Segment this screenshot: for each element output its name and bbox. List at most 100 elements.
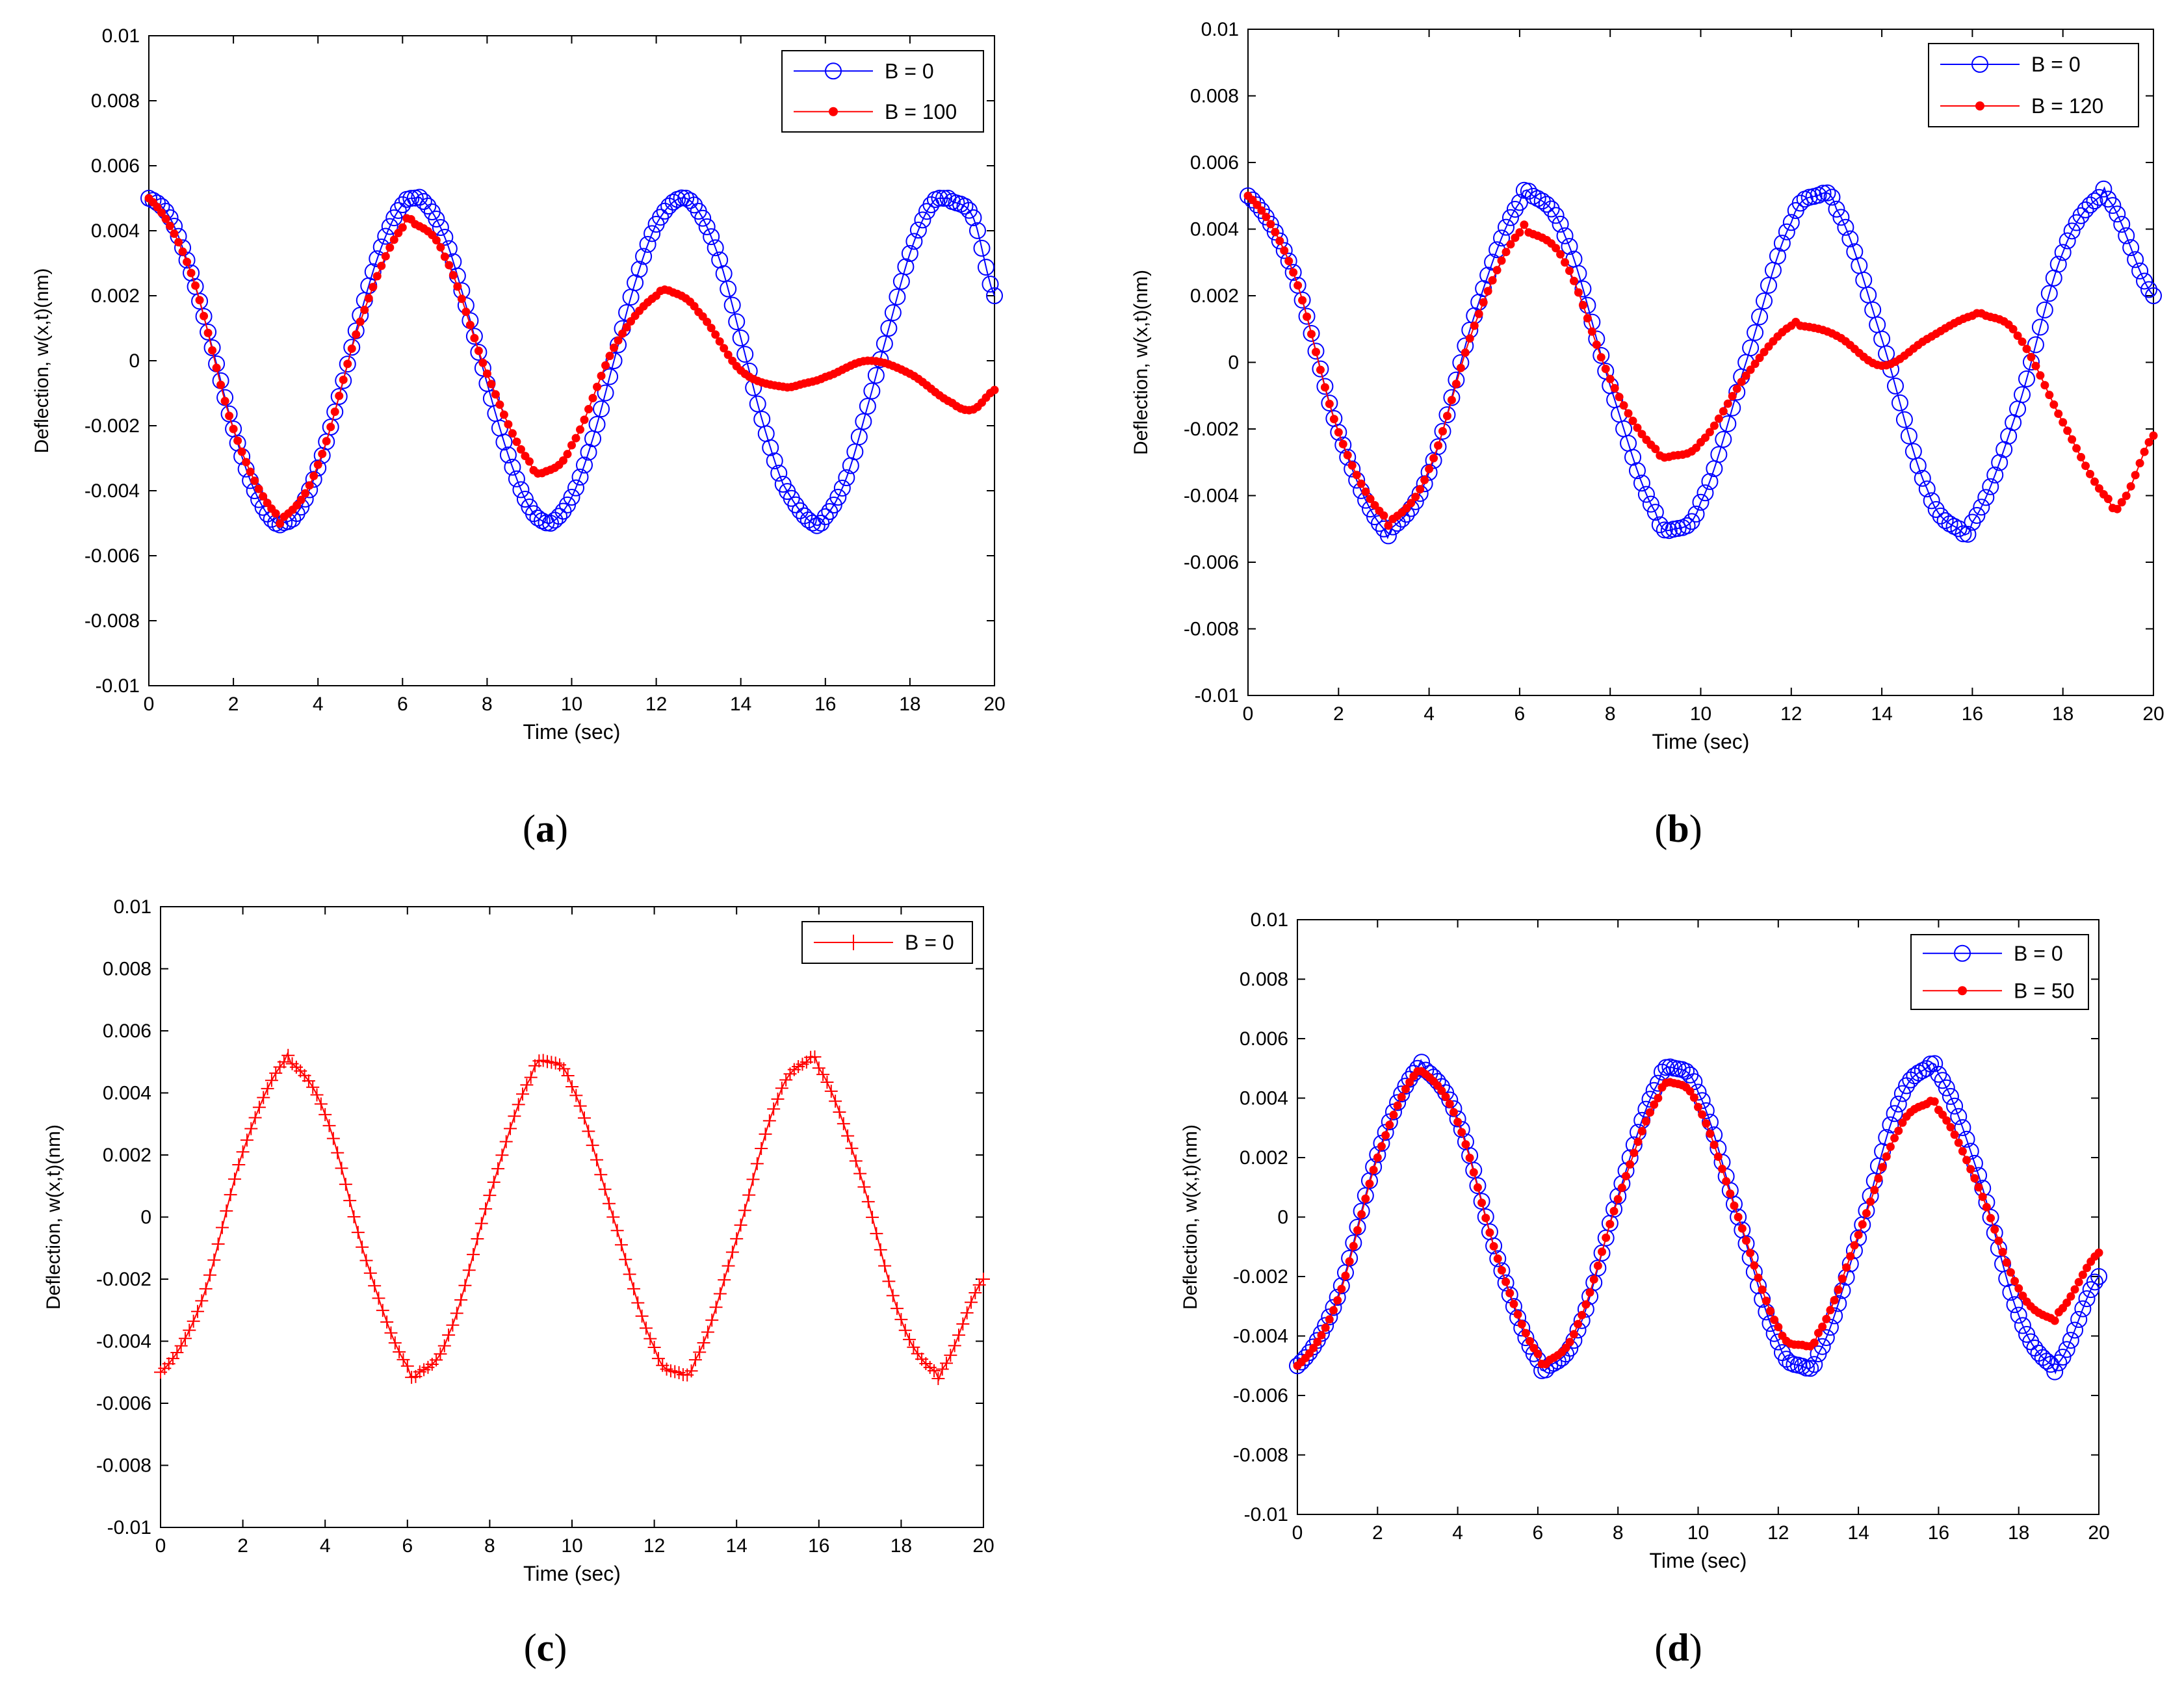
data-point xyxy=(1429,438,1447,456)
data-point xyxy=(1886,1142,1895,1151)
data-point xyxy=(571,434,580,443)
data-point xyxy=(1966,1165,1975,1174)
data-point xyxy=(1746,365,1755,374)
data-point xyxy=(211,1237,225,1251)
data-point xyxy=(309,471,318,480)
data-point xyxy=(816,508,834,525)
data-point xyxy=(1262,213,1271,222)
data-point xyxy=(914,211,931,229)
y-tick-label: -0.004 xyxy=(84,480,140,502)
data-point xyxy=(1637,1100,1655,1118)
data-point xyxy=(533,512,551,530)
data-point xyxy=(330,388,348,405)
data-point xyxy=(1728,383,1746,401)
data-point xyxy=(1734,1221,1751,1239)
data-point xyxy=(1817,1329,1835,1346)
data-point xyxy=(940,1356,954,1370)
data-point xyxy=(977,1273,990,1286)
data-point xyxy=(546,512,564,529)
data-point xyxy=(1717,1164,1726,1173)
data-point xyxy=(1565,266,1574,276)
data-point xyxy=(614,1238,628,1252)
data-point xyxy=(1741,371,1750,380)
x-tick-label: 20 xyxy=(2142,703,2164,725)
data-point xyxy=(1497,1265,1506,1275)
data-point xyxy=(1377,1142,1386,1151)
data-point xyxy=(703,228,720,246)
data-point xyxy=(170,229,179,238)
data-point xyxy=(1497,256,1506,265)
data-point xyxy=(1347,461,1357,470)
data-point xyxy=(1334,436,1352,454)
data-point xyxy=(1365,1179,1374,1188)
data-point xyxy=(2090,1268,2107,1285)
data-point xyxy=(195,296,204,305)
x-tick-label: 18 xyxy=(890,1535,912,1557)
data-point xyxy=(1926,1055,1944,1072)
data-point xyxy=(2059,232,2076,250)
data-point xyxy=(1714,414,1723,423)
data-point xyxy=(254,484,263,493)
data-point xyxy=(368,1279,382,1293)
data-point xyxy=(561,1069,575,1083)
data-point xyxy=(713,1287,727,1301)
data-point xyxy=(1492,266,1502,275)
data-point xyxy=(1298,296,1307,305)
data-point xyxy=(635,1309,649,1323)
data-point xyxy=(191,292,209,310)
data-point xyxy=(597,371,606,380)
data-point xyxy=(1434,441,1443,450)
x-tick-label: 20 xyxy=(2088,1522,2109,1544)
data-point xyxy=(986,287,1003,304)
data-point xyxy=(428,211,445,227)
data-point xyxy=(1596,353,1606,362)
data-point xyxy=(1955,525,1972,543)
plot-frame xyxy=(1297,919,2100,1515)
data-point xyxy=(965,1295,978,1309)
data-point xyxy=(1325,1315,1334,1324)
data-point xyxy=(766,452,783,470)
data-point xyxy=(697,1336,710,1350)
data-point xyxy=(1959,525,1977,543)
data-point xyxy=(808,1050,822,1064)
data-point xyxy=(364,294,373,303)
data-point xyxy=(1986,1213,1996,1223)
data-point xyxy=(1585,1288,1594,1297)
data-point xyxy=(1982,1208,1999,1226)
data-point xyxy=(178,252,196,269)
data-point xyxy=(1502,248,1511,257)
data-point xyxy=(859,398,876,415)
data-point xyxy=(1710,446,1728,463)
data-point xyxy=(627,1282,640,1295)
data-point xyxy=(2118,227,2135,244)
data-point xyxy=(305,481,314,490)
data-point xyxy=(1420,476,1429,485)
data-point xyxy=(1685,1073,1703,1091)
data-point xyxy=(582,1124,595,1138)
data-point xyxy=(389,201,407,219)
data-point xyxy=(1469,1177,1487,1195)
data-point xyxy=(627,274,644,291)
data-point xyxy=(495,1148,509,1162)
y-tick-label: -0.006 xyxy=(1233,1385,1288,1407)
x-tick-label: 10 xyxy=(561,1535,582,1557)
data-point xyxy=(1517,1319,1526,1329)
data-point xyxy=(200,311,209,320)
data-point xyxy=(1646,504,1664,521)
data-point xyxy=(1628,462,1646,480)
data-point xyxy=(2126,482,2135,491)
data-point xyxy=(2112,504,2122,513)
data-point xyxy=(2149,431,2158,440)
data-point xyxy=(1982,478,1999,495)
data-point xyxy=(614,336,623,345)
data-point xyxy=(718,1273,731,1287)
data-point xyxy=(265,1074,278,1087)
x-axis-title: Time (sec) xyxy=(1652,730,1750,753)
data-point xyxy=(610,343,619,352)
data-point xyxy=(2103,495,2112,504)
data-point xyxy=(630,261,648,278)
data-point xyxy=(1317,1317,1334,1334)
data-point xyxy=(693,1345,707,1359)
data-point xyxy=(820,1076,834,1089)
data-point xyxy=(1870,1186,1879,1195)
